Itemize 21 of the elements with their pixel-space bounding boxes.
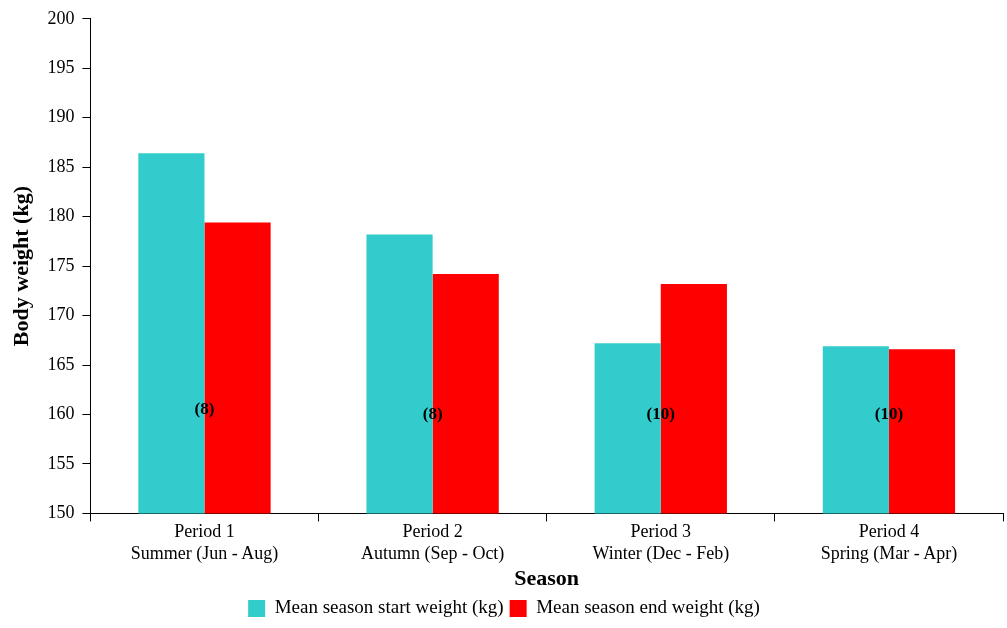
- y-tick-label: 200: [47, 7, 75, 28]
- y-tick-label: 165: [47, 353, 75, 374]
- x-tick-label: Period 4 Spring (Mar - Apr): [820, 520, 958, 564]
- x-tick-label: Period 3 Winter (Dec - Feb): [592, 520, 730, 564]
- y-tick-label: 175: [47, 254, 75, 275]
- y-tick-label: 190: [47, 106, 75, 127]
- annotation: (10): [874, 403, 904, 423]
- y-tick-label: 160: [47, 403, 75, 424]
- y-tick-label: 170: [47, 304, 75, 325]
- y-tick-label: 150: [47, 502, 75, 523]
- legend-label: Mean season start weight (kg): [274, 596, 504, 619]
- y-tick-label: 155: [47, 452, 75, 473]
- legend-label: Mean season end weight (kg): [536, 596, 760, 619]
- x-axis-title: Season: [514, 565, 580, 591]
- y-axis-title: Body weight (kg): [7, 186, 33, 347]
- annotation: (8): [194, 398, 215, 418]
- x-tick-label: Period 1 Summer (Jun - Aug): [130, 520, 279, 564]
- y-tick-label: 185: [47, 155, 75, 176]
- x-tick-label: Period 2 Autumn (Sep - Oct): [360, 520, 505, 564]
- y-tick-label: 180: [47, 205, 75, 226]
- y-tick-label: 195: [47, 56, 75, 77]
